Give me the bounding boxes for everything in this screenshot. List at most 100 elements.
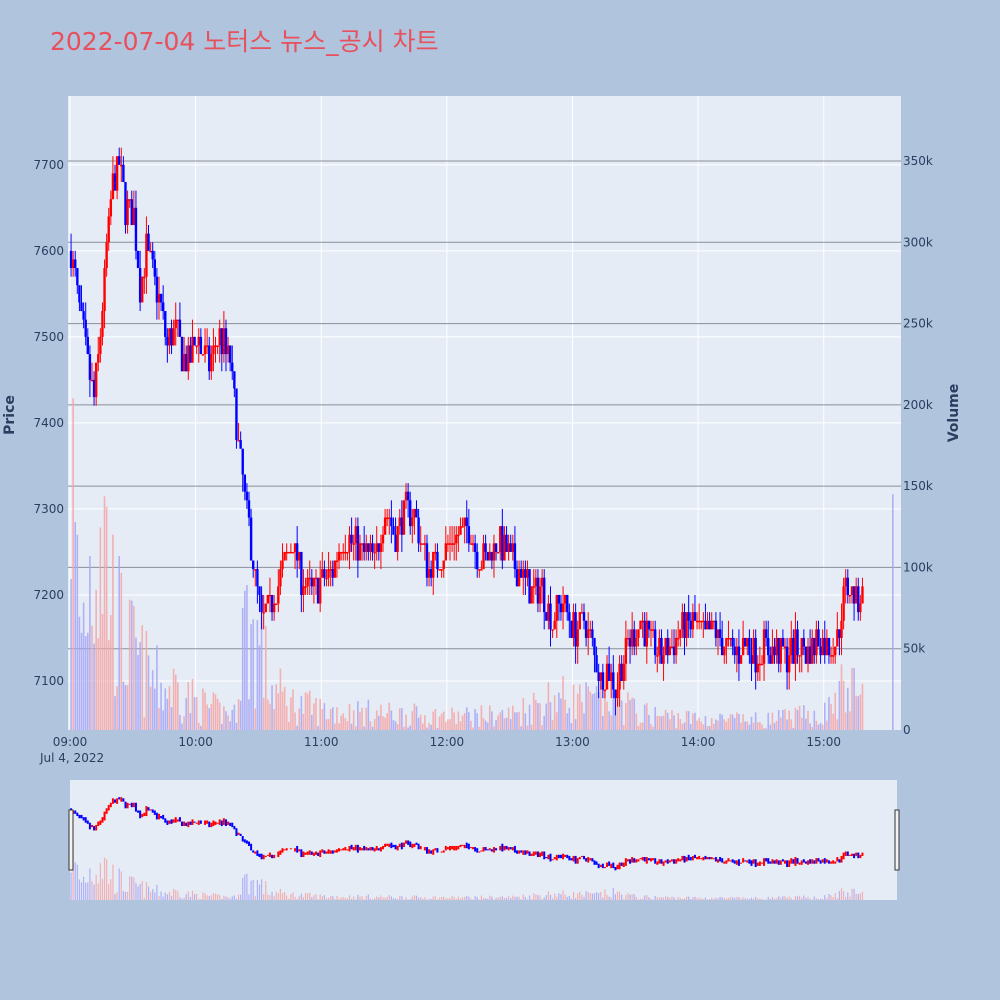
- volume-bar: [842, 680, 845, 730]
- mini-volume-bar: [861, 891, 864, 900]
- mini-volume-bar: [382, 897, 384, 900]
- volume-bar: [493, 726, 495, 730]
- volume-bar: [851, 668, 853, 730]
- mini-volume-bar: [759, 898, 761, 900]
- candle-body: [220, 328, 223, 355]
- volume-bar: [342, 713, 345, 730]
- candle-body: [668, 646, 672, 656]
- candle-body: [99, 336, 102, 355]
- mini-volume-bar: [545, 895, 547, 900]
- volume-bar: [74, 522, 77, 730]
- mini-volume-bar: [231, 896, 233, 900]
- candle-body: [199, 336, 203, 355]
- candle-body: [838, 629, 841, 638]
- mini-volume-bar: [321, 896, 323, 900]
- mini-volume-bar: [267, 894, 269, 900]
- mini-volume-bar: [503, 897, 506, 900]
- candle-body: [712, 620, 716, 623]
- volume-bar: [543, 715, 546, 730]
- volume-bar: [767, 712, 770, 730]
- mini-volume-bar: [260, 879, 263, 900]
- mini-volume-bar: [175, 889, 177, 900]
- mini-volume-bar: [497, 897, 499, 900]
- volume-bar: [139, 642, 141, 730]
- candle-body: [827, 637, 831, 656]
- volume-bar: [597, 691, 600, 730]
- volume-bar: [610, 715, 613, 730]
- volume-bar: [694, 712, 696, 730]
- volume-bar: [859, 694, 862, 730]
- candle-body: [555, 594, 558, 621]
- mini-volume-bar: [160, 891, 162, 900]
- mini-volume-bar: [118, 868, 120, 900]
- mini-volume-bar: [206, 895, 208, 900]
- candle-body: [700, 620, 703, 623]
- volume-bar: [107, 640, 110, 730]
- mini-volume-bar: [461, 897, 464, 900]
- candle-body: [302, 586, 305, 595]
- volume-bar: [101, 614, 104, 730]
- mini-volume-bar: [457, 896, 459, 900]
- candle-body: [679, 629, 682, 638]
- range-slider-right-handle[interactable]: [894, 809, 900, 871]
- price-tick-label: 7100: [33, 674, 64, 688]
- volume-bar: [294, 712, 296, 730]
- volume-bar: [323, 703, 326, 730]
- candle-body: [729, 637, 732, 640]
- candle-body: [331, 569, 334, 578]
- mini-volume-bar: [501, 896, 503, 900]
- range-slider[interactable]: [68, 780, 900, 900]
- volume-bar: [419, 714, 422, 730]
- candle-body: [691, 612, 695, 630]
- candle-body: [268, 594, 272, 597]
- candle-body: [126, 199, 129, 226]
- mini-volume-bar: [568, 895, 570, 900]
- candle-body: [203, 345, 207, 355]
- candle-body: [836, 629, 839, 647]
- candle-body: [708, 620, 711, 630]
- volume-bar: [378, 715, 380, 730]
- mini-volume-bar: [422, 898, 424, 900]
- volume-bar: [434, 708, 437, 730]
- mini-volume-bar: [537, 895, 539, 900]
- volume-bar: [264, 625, 267, 730]
- mini-volume-bar: [819, 898, 822, 900]
- volume-bar: [82, 602, 85, 730]
- mini-volume-bar: [520, 899, 522, 900]
- volume-bar: [174, 674, 177, 730]
- volume-bar: [608, 711, 610, 730]
- candle-body: [513, 543, 517, 570]
- mini-volume-bar: [709, 899, 711, 900]
- volume-bar: [436, 727, 439, 730]
- mini-volume-bar: [480, 895, 483, 900]
- candle-body: [262, 612, 265, 614]
- candle-body: [310, 577, 314, 587]
- candle-body: [377, 543, 381, 552]
- mini-volume-bar: [403, 899, 405, 900]
- mini-volume-bar: [786, 898, 788, 900]
- mini-volume-bar: [855, 893, 857, 900]
- volume-bar: [93, 643, 95, 730]
- volume-bar: [782, 709, 784, 730]
- candle-body: [476, 551, 479, 570]
- mini-volume-bar: [271, 891, 273, 900]
- volume-bar: [465, 707, 468, 730]
- candle-body: [670, 646, 674, 649]
- candle-body: [651, 629, 655, 631]
- mini-volume-bar: [445, 898, 447, 900]
- volume-bar: [80, 632, 83, 730]
- candle-body: [103, 268, 106, 312]
- candle-body: [850, 586, 854, 595]
- volume-bar: [472, 727, 474, 730]
- mini-volume-bar: [74, 862, 76, 900]
- volume-bar: [394, 721, 397, 730]
- volume-bar: [331, 707, 334, 730]
- volume-bar: [555, 712, 558, 730]
- volume-bar: [470, 721, 472, 730]
- mini-volume-bar: [838, 891, 841, 900]
- candle-body: [494, 543, 498, 552]
- volume-bar: [145, 630, 148, 730]
- volume-bar: [361, 707, 363, 730]
- mini-volume-bar: [281, 893, 284, 900]
- range-slider-left-handle[interactable]: [68, 809, 74, 871]
